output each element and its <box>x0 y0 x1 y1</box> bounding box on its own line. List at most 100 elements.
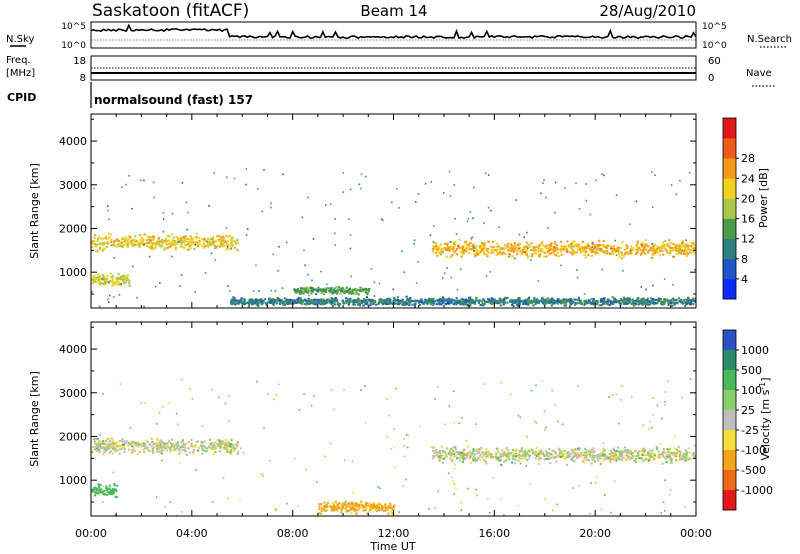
power-cell <box>657 300 661 303</box>
power-cell <box>147 246 151 249</box>
power-speckle <box>246 228 249 230</box>
power-cell <box>513 250 516 253</box>
power-cell <box>363 298 366 301</box>
power-cell <box>442 300 445 303</box>
velocity-cell <box>497 450 500 453</box>
power-cell <box>299 302 302 305</box>
power-cell <box>127 278 130 281</box>
velocity-speckle <box>298 409 301 411</box>
velocity-cell <box>173 444 176 447</box>
power-cell <box>111 284 114 287</box>
power-cell <box>214 240 217 243</box>
power-cell <box>504 244 507 247</box>
velocity-cell <box>94 494 97 497</box>
power-cell <box>634 301 637 303</box>
velocity-cell <box>94 486 97 489</box>
velocity-cell <box>227 444 230 447</box>
power-cell <box>492 251 495 254</box>
velocity-speckle <box>552 509 554 512</box>
power-cell <box>97 282 100 285</box>
power-cell <box>96 239 99 242</box>
power-cell <box>117 243 120 246</box>
velocity-cell <box>609 456 612 459</box>
power-speckle <box>450 276 452 279</box>
velocity-cell <box>356 509 359 512</box>
velocity-cell <box>513 455 516 457</box>
power-cell <box>102 243 105 246</box>
power-cell <box>639 301 642 304</box>
power-cell <box>523 246 526 249</box>
power-cell <box>684 245 687 248</box>
velocity-speckle <box>377 486 379 488</box>
velocity-cell <box>467 445 470 448</box>
power-cell <box>492 299 495 302</box>
power-speckle <box>348 218 350 220</box>
power-speckle <box>615 254 618 257</box>
power-cell <box>174 248 177 251</box>
velocity-cell <box>668 454 671 456</box>
velocity-cell <box>582 454 585 457</box>
velocity-cell <box>438 449 441 452</box>
power-cell <box>317 302 320 305</box>
power-cell <box>118 281 121 284</box>
velocity-speckle <box>364 385 366 387</box>
power-cell <box>275 302 279 305</box>
power-cell <box>437 300 440 303</box>
velocity-speckle <box>500 498 502 500</box>
velocity-speckle <box>453 422 455 424</box>
power-speckle <box>688 171 691 174</box>
velocity-cell <box>628 450 631 453</box>
power-cell <box>669 242 672 245</box>
velocity-cell <box>612 455 616 458</box>
velocity-cell <box>221 441 225 444</box>
cpid-value: normalsound (fast) 157 <box>94 93 253 107</box>
velocity-cell <box>445 455 448 458</box>
power-cell <box>333 287 336 290</box>
velocity-speckle <box>517 415 520 417</box>
power-cell <box>454 302 457 305</box>
power-cell <box>576 248 580 251</box>
power-cell <box>570 299 574 302</box>
power-cell <box>658 254 661 257</box>
velocity-speckle <box>222 477 225 479</box>
power-cell <box>338 303 341 305</box>
power-cell <box>101 274 105 277</box>
power-cell <box>651 254 654 257</box>
velocity-speckle <box>228 420 230 422</box>
power-cell <box>414 300 418 303</box>
power-speckle <box>526 231 528 234</box>
power-cell <box>257 305 260 307</box>
power-cell <box>686 252 690 255</box>
power-cell <box>688 251 691 254</box>
power-cell <box>133 242 136 245</box>
velocity-speckle <box>333 408 335 411</box>
power-cell <box>531 253 534 256</box>
power-cell <box>159 245 162 248</box>
power-cell <box>242 302 245 304</box>
velocity-cell <box>102 490 105 493</box>
velocity-speckle <box>465 439 467 442</box>
power-cell <box>337 285 341 288</box>
power-speckle <box>430 181 432 183</box>
velocity-cell <box>591 448 594 451</box>
power-speckle <box>342 172 344 174</box>
velocity-speckle <box>343 389 345 391</box>
velocity-cell <box>571 450 574 453</box>
power-cell <box>126 246 130 248</box>
velocity-cell <box>438 455 441 458</box>
power-cell <box>687 244 690 247</box>
power-cell <box>687 297 690 300</box>
power-cell <box>146 235 150 238</box>
power-cell <box>407 299 410 302</box>
velocity-cell <box>190 438 193 441</box>
power-cell <box>564 302 567 305</box>
velocity-cell <box>205 450 208 453</box>
power-cell <box>668 299 671 302</box>
power-cell <box>496 252 499 255</box>
velocity-cell <box>122 446 125 449</box>
power-cell <box>542 244 545 247</box>
velocity-cell <box>112 443 116 446</box>
velocity-cell <box>461 460 464 463</box>
velocity-cell <box>151 441 154 443</box>
power-cell <box>252 302 255 305</box>
